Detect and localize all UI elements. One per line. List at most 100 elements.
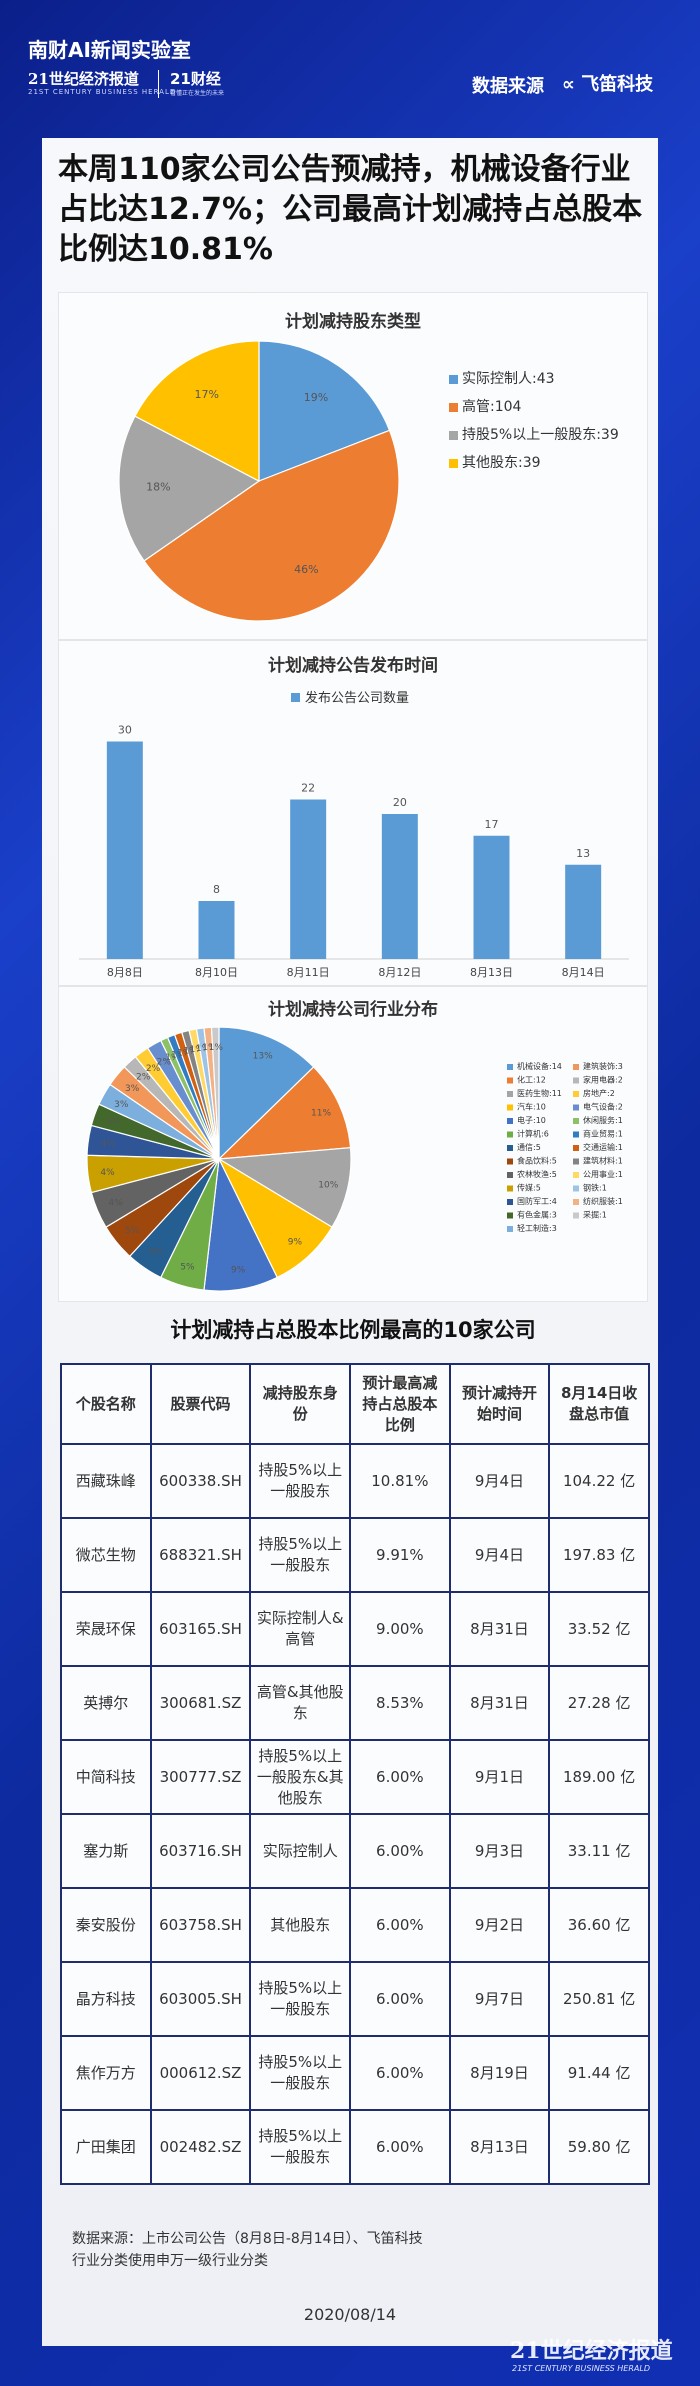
col-header: 减持股东身份 <box>249 1363 351 1445</box>
table-cell: 91.44 亿 <box>548 2035 650 2111</box>
table-cell: 300681.SZ <box>149 1665 252 1741</box>
legend-label: 持股5%以上一般股东:39 <box>462 427 619 443</box>
legend-swatch <box>449 431 458 440</box>
col-header: 8月14日收盘总市值 <box>548 1363 650 1445</box>
table-cell: 8月31日 <box>448 1665 551 1741</box>
bar <box>565 864 602 959</box>
pie-percent-label: 19% <box>304 391 328 404</box>
footer-brand-en: 21ST CENTURY BUSINESS HERALD <box>512 2364 650 2373</box>
brand-sub-title-en: 21ST CENTURY BUSINESS HERALD <box>28 88 177 96</box>
bar <box>381 814 418 959</box>
legend-label: 电子:10 <box>517 1115 546 1125</box>
legend-swatch <box>507 1199 513 1205</box>
table-cell: 603005.SH <box>149 1961 252 2037</box>
pie-percent-label: 1% <box>165 1053 180 1063</box>
pie-chart-shareholder: 19% 46% 18% 17% 实际控制人:43 高管:104 持股5%以上一般股东:39 其… <box>118 340 619 622</box>
header: 南财AI新闻实验室 21世纪经济报道 21ST CENTURY BUSINESS… <box>0 0 700 130</box>
pie-percent-label: 1% <box>196 1044 211 1054</box>
pie-percent-label: 1% <box>183 1046 198 1056</box>
legend-label: 发布公告公司数量 <box>305 690 409 706</box>
legend-swatch <box>573 1185 579 1192</box>
table-cell: 603758.SH <box>149 1887 252 1963</box>
brand-21caijing: 21财经 <box>170 70 221 88</box>
table-cell: 6.00% <box>348 2035 451 2111</box>
table-cell: 8月31日 <box>448 1591 551 1667</box>
table-cell: 36.60 亿 <box>548 1887 650 1963</box>
table-cell: 其他股东 <box>249 1887 351 1963</box>
legend-label: 房地产:2 <box>583 1088 615 1098</box>
table-cell: 000612.SZ <box>149 2035 252 2111</box>
table-row: 英搏尔 300681.SZ 高管&其他股东 8.53% 8月31日 27.28 亿 <box>60 1665 650 1741</box>
legend-label: 有色金属:3 <box>517 1210 557 1220</box>
legend-label: 纺织服装:1 <box>583 1196 623 1206</box>
legend-swatch <box>573 1064 579 1070</box>
legend-label: 食品饮料:5 <box>517 1156 557 1166</box>
footnote-classification: 行业分类使用申万一级行业分类 <box>72 2253 268 2269</box>
pie-percent-label: 5% <box>149 1248 164 1258</box>
table-cell: 250.81 亿 <box>548 1961 650 2037</box>
pie-percent-label: 2% <box>157 1057 172 1067</box>
legend-swatch <box>507 1158 513 1165</box>
brand-sub-title: 21世纪经济报道 <box>28 70 139 88</box>
legend-swatch <box>291 693 300 702</box>
legend-label: 机械设备:14 <box>517 1061 562 1071</box>
table-cell: 8.53% <box>348 1665 451 1741</box>
table-cell: 秦安股份 <box>60 1887 152 1963</box>
table-cell: 微芯生物 <box>60 1517 152 1593</box>
legend-swatch <box>449 403 458 412</box>
table-cell: 189.00 亿 <box>548 1739 650 1815</box>
table-row: 荣晟环保 603165.SH 实际控制人&高管 9.00% 8月31日 33.52 亿 <box>60 1591 650 1667</box>
pie-percent-label: 3% <box>125 1084 140 1094</box>
bar <box>198 901 235 959</box>
table-cell: 焦作万方 <box>60 2035 152 2111</box>
pie-percent-label: 18% <box>146 480 170 493</box>
table-cell: 8月19日 <box>448 2035 551 2111</box>
legend-label: 商业贸易:1 <box>583 1129 623 1139</box>
bar-data-label: 22 <box>301 782 315 795</box>
x-tick-label: 8月8日 <box>107 966 143 979</box>
table-cell: 持股5%以上一般股东&其他股东 <box>249 1739 351 1815</box>
table-cell: 59.80 亿 <box>548 2109 650 2185</box>
col-header: 预计减持开始时间 <box>448 1363 551 1445</box>
col-header: 个股名称 <box>60 1363 152 1445</box>
table-cell: 6.00% <box>348 2109 451 2185</box>
table-row: 西藏珠峰 600338.SH 持股5%以上一般股东 10.81% 9月4日 104.22 … <box>60 1443 650 1519</box>
table-cell: 西藏珠峰 <box>60 1443 152 1519</box>
table-cell: 广田集团 <box>60 2109 152 2185</box>
source-logo-text: 飞笛科技 <box>581 74 654 95</box>
pie-percent-label: 1% <box>171 1050 186 1060</box>
table-title: 计划减持占总股本比例最高的10家公司 <box>170 1318 536 1342</box>
legend-swatch <box>507 1226 513 1232</box>
table-cell: 104.22 亿 <box>548 1443 650 1519</box>
legend-swatch <box>507 1091 513 1097</box>
legend-label: 建筑材料:1 <box>583 1156 623 1166</box>
pie-percent-label: 1% <box>190 1045 205 1055</box>
table-row: 广田集团 002482.SZ 持股5%以上一般股东 6.00% 8月13日 59.80 亿 <box>60 2109 650 2185</box>
table-cell: 33.11 亿 <box>548 1813 650 1889</box>
pie-percent-label: 4% <box>101 1139 116 1149</box>
pie-percent-label: 5% <box>125 1226 140 1236</box>
x-tick-label: 8月11日 <box>287 966 330 979</box>
legend-label: 公用事业:1 <box>583 1169 623 1179</box>
footer-brand: 21世纪经济报道 <box>510 2338 673 2364</box>
table-cell: 9月3日 <box>448 1813 551 1889</box>
table-cell: 实际控制人&高管 <box>249 1591 351 1667</box>
table-cell: 英搏尔 <box>60 1665 152 1741</box>
pie-slice <box>210 1026 220 1160</box>
legend-swatch <box>449 459 458 468</box>
pie-slice <box>217 1066 352 1160</box>
table-cell: 33.52 亿 <box>548 1591 650 1667</box>
table-row: 微芯生物 688321.SH 持股5%以上一般股东 9.91% 9月4日 197.83 亿 <box>60 1517 650 1593</box>
pie-slice <box>118 415 261 562</box>
table-row: 中简科技 300777.SZ 持股5%以上一般股东&其他股东 6.00% 9月1日 189… <box>60 1739 650 1815</box>
table-row: 塞力斯 603716.SH 实际控制人 6.00% 9月3日 33.11 亿 <box>60 1813 650 1889</box>
feidi-logo-icon: ∝ <box>562 74 575 95</box>
pie-percent-label: 11% <box>311 1108 331 1118</box>
pie-slice <box>143 429 400 622</box>
table-cell: 9月4日 <box>448 1517 551 1593</box>
legend-label: 通信:5 <box>517 1142 541 1152</box>
legend-swatch <box>507 1077 513 1084</box>
pie-chart-industry: 13%11%10%9%9%5%5%5%4%4%4%3%3%3%2%2%2%1%1… <box>86 1026 623 1292</box>
table-cell: 9月4日 <box>448 1443 551 1519</box>
table-cell: 9.91% <box>348 1517 451 1593</box>
